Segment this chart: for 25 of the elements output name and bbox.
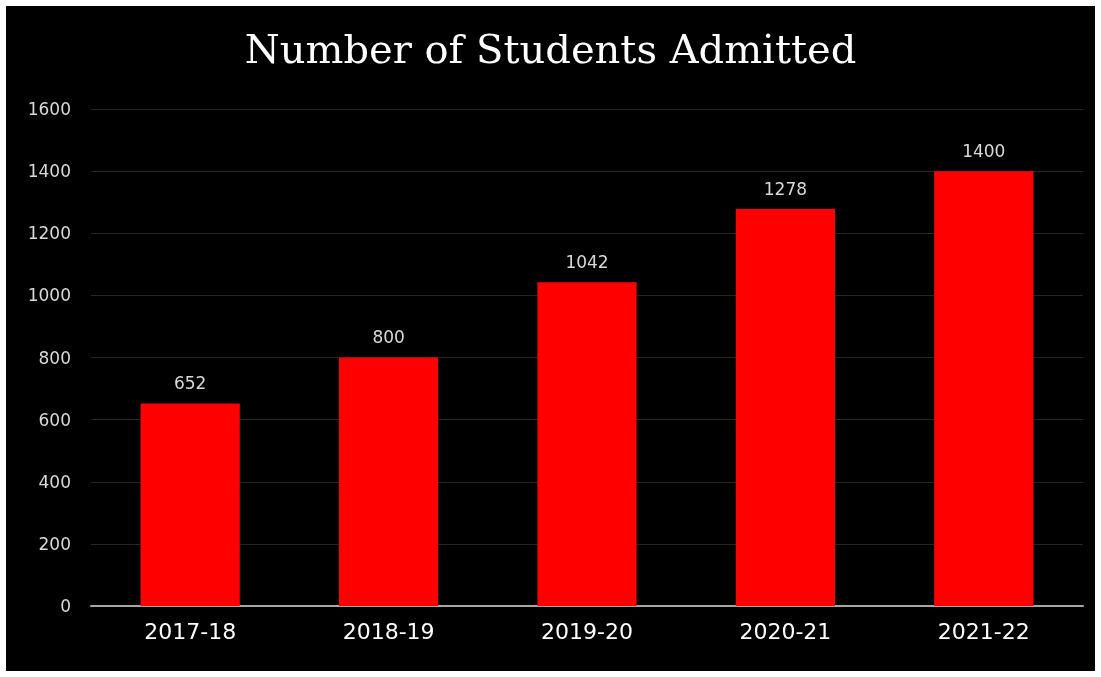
chart-title: Number of Students Admitted	[244, 26, 857, 72]
y-tick-label: 1400	[27, 161, 71, 182]
y-tick-label: 0	[60, 596, 71, 616]
y-tick-label: 800	[38, 347, 71, 368]
bar	[537, 282, 637, 606]
x-tick-label: 2017-18	[144, 618, 237, 644]
data-label: 800	[372, 327, 405, 347]
x-tick-label: 2021-22	[937, 618, 1030, 644]
y-tick-label: 600	[38, 409, 71, 430]
bar	[735, 209, 835, 606]
data-label: 1400	[962, 140, 1006, 161]
bar	[339, 357, 439, 606]
y-tick-label: 400	[38, 471, 71, 492]
y-tick-label: 1000	[27, 285, 71, 306]
y-tick-label: 200	[38, 533, 71, 554]
y-tick-label: 1600	[27, 99, 71, 119]
data-label: 1278	[763, 178, 808, 199]
x-tick-label: 2018-19	[342, 618, 435, 644]
bar	[934, 171, 1034, 606]
data-label: 1042	[565, 251, 609, 272]
x-tick-label: 2020-21	[739, 618, 832, 644]
data-label: 652	[173, 372, 207, 393]
bar	[140, 403, 240, 606]
x-tick-label: 2019-20	[541, 618, 633, 644]
y-tick-label: 1200	[27, 223, 71, 244]
